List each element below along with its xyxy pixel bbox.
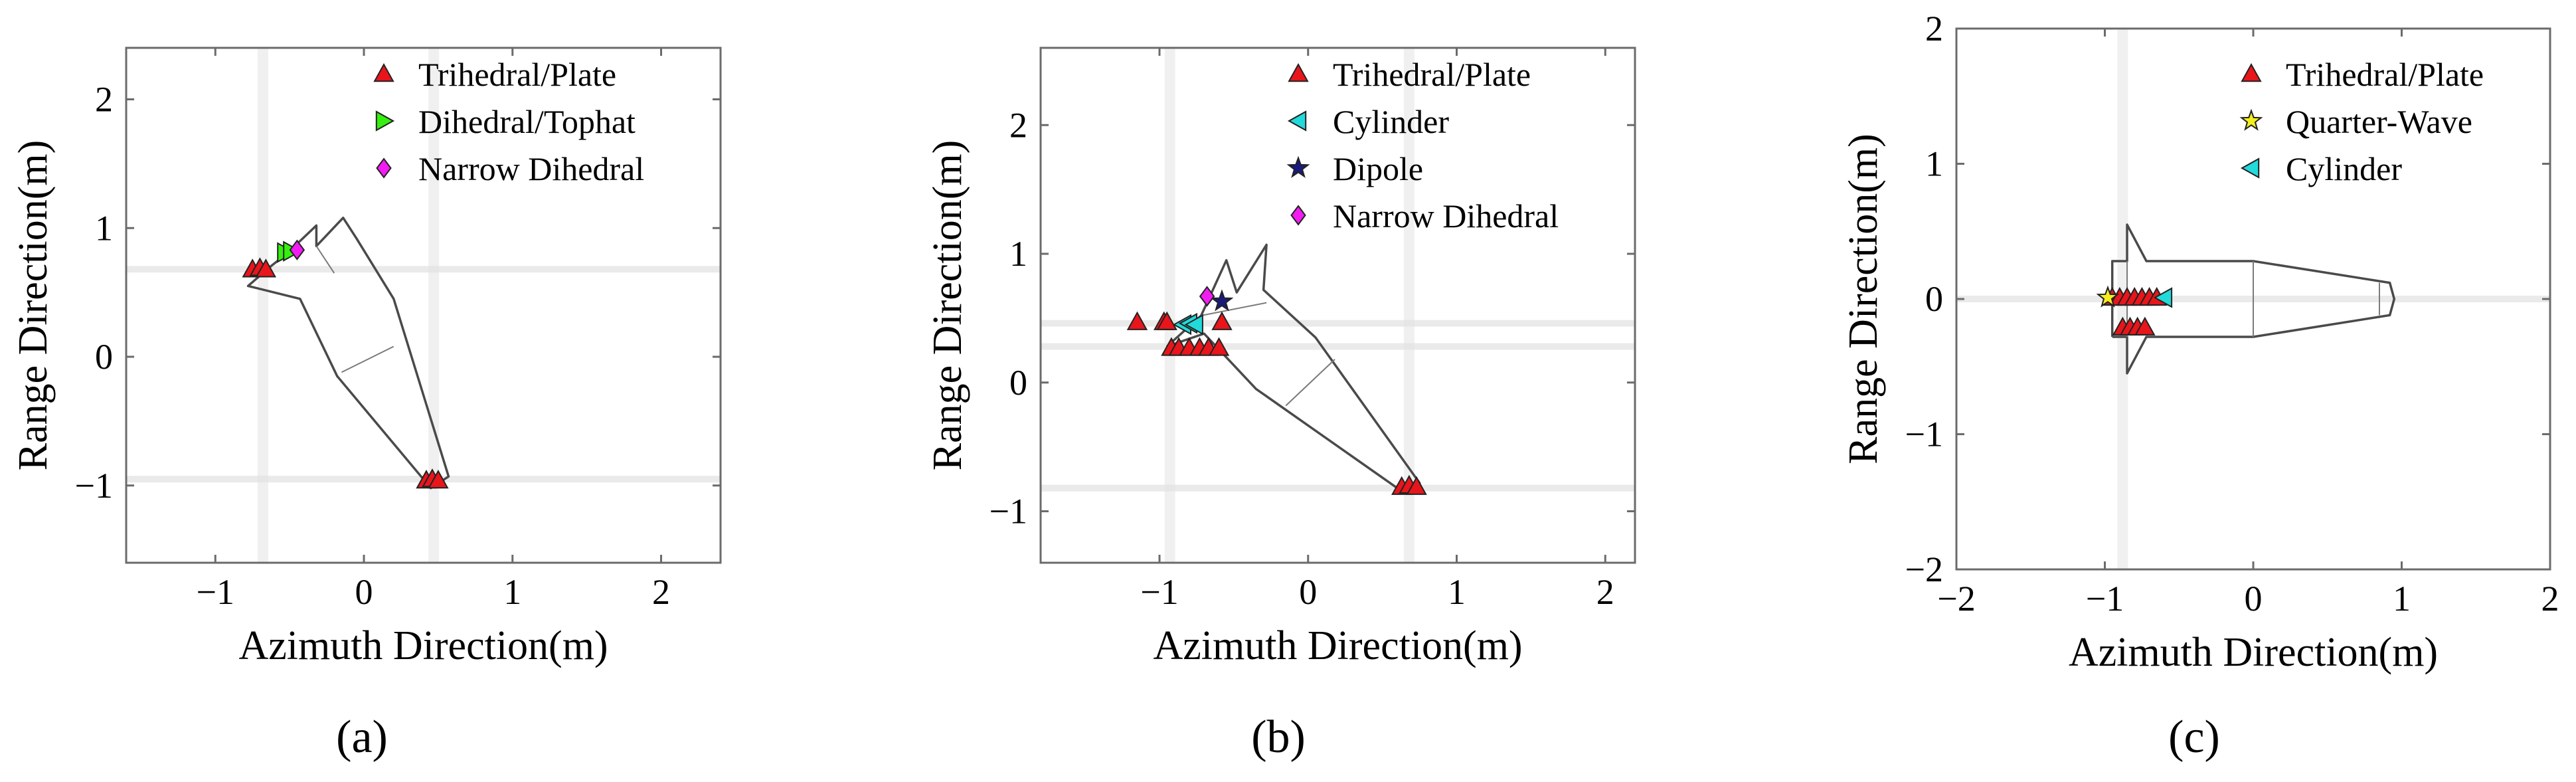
y-tick-label: 1	[95, 208, 113, 248]
x-tick-label: 2	[652, 572, 670, 612]
panel-a-chart: −1 0 1 2 −1 0 1 2 Azimuth Direction(m) Range Dire…	[11, 47, 722, 668]
x-tick-label: −1	[197, 572, 234, 612]
legend-marker	[1286, 155, 1310, 178]
panel-c-chart: −2 −1 0 1 2 −2 −1 0 1 2 Azimuth Direction(m) Range …	[1841, 9, 2559, 675]
target-outline	[246, 217, 450, 490]
x-tick-label: −1	[1140, 572, 1178, 612]
data-point	[2134, 316, 2156, 336]
data-point	[1406, 476, 1427, 495]
y-axis-label: Range Direction(m)	[11, 140, 56, 471]
panel-label-b: (b)	[1251, 712, 1306, 763]
y-tick-label: 0	[1925, 279, 1943, 319]
panel-label-c: (c)	[2168, 712, 2220, 763]
y-tick-label: 1	[1009, 234, 1027, 274]
data-point	[289, 239, 305, 260]
target-outline	[1166, 243, 1421, 490]
y-axis-label: Range Direction(m)	[925, 140, 970, 471]
series-cylinder	[2153, 287, 2173, 308]
legend-label: Trihedral/Plate	[1333, 56, 1531, 93]
data-point	[1184, 314, 1203, 336]
series-narrow-dihedral	[1199, 286, 1215, 307]
x-axis-label: Azimuth Direction(m)	[238, 623, 608, 668]
y-tick-label: 2	[1009, 105, 1027, 145]
legend-label: Cylinder	[2286, 150, 2402, 187]
y-tick-label: 2	[95, 80, 113, 120]
data-point	[1126, 311, 1148, 330]
data-point	[2096, 285, 2120, 308]
y-tick-label: 0	[95, 337, 113, 377]
legend-label: Dihedral/Tophat	[418, 103, 636, 140]
data-point	[1208, 337, 1230, 356]
target-inner-line	[315, 245, 335, 274]
x-tick-label: 1	[1448, 572, 1466, 612]
x-tick-label: 1	[503, 572, 521, 612]
legend-marker	[2239, 108, 2263, 131]
x-axis-label: Azimuth Direction(m)	[2069, 630, 2438, 675]
legend-marker	[1290, 205, 1306, 226]
data-point	[1156, 311, 1177, 330]
legend-marker	[2240, 157, 2260, 179]
legend-marker	[373, 62, 394, 82]
legend-marker	[1288, 62, 1309, 82]
panel-b-chart: −1 0 1 2 −1 0 1 2 Azimuth Direction(m) Range Dire…	[925, 47, 1636, 668]
legend-marker	[2241, 62, 2262, 82]
series-trihedral-plate	[242, 257, 449, 489]
y-tick-label: 0	[1009, 363, 1027, 403]
target-inner-line	[1201, 302, 1267, 316]
data-point	[2153, 287, 2173, 308]
axes-frame	[125, 47, 722, 564]
x-tick-label: 0	[1299, 572, 1317, 612]
y-axis-label: Range Direction(m)	[1841, 134, 1886, 464]
legend-label: Narrow Dihedral	[418, 150, 644, 187]
target-inner-line	[1285, 359, 1335, 407]
y-tick-label: −2	[1905, 549, 1943, 589]
legend-label: Cylinder	[1333, 103, 1449, 140]
legend: Trihedral/Plate Quarter-Wave Cylinder	[2239, 56, 2484, 187]
series-quarter-wave	[2096, 285, 2120, 308]
series-trihedral-plate	[1126, 311, 1427, 495]
series-dipole	[1210, 289, 1234, 312]
x-axis-label: Azimuth Direction(m)	[1153, 623, 1522, 668]
y-tick-label: −1	[75, 466, 113, 506]
legend-label: Trihedral/Plate	[418, 56, 616, 93]
target-outline	[2110, 223, 2396, 375]
x-tick-label: −2	[1937, 579, 1975, 619]
legend-label: Quarter-Wave	[2286, 103, 2472, 140]
x-tick-label: 2	[1596, 572, 1614, 612]
target-inner-line	[341, 345, 394, 373]
legend-label: Trihedral/Plate	[2286, 56, 2484, 93]
y-tick-label: 2	[1925, 9, 1943, 49]
x-tick-label: 0	[2245, 579, 2263, 619]
x-tick-label: 2	[2541, 579, 2559, 619]
data-point	[428, 469, 449, 489]
legend-marker	[376, 157, 392, 179]
legend-label: Dipole	[1333, 150, 1423, 187]
x-tick-label: 1	[2393, 579, 2411, 619]
series-cylinder	[1172, 312, 1203, 336]
series-narrow-dihedral	[289, 239, 305, 260]
data-point	[1210, 289, 1234, 312]
legend: Trihedral/Plate Cylinder Dipole Narrow Dihe…	[1286, 56, 1559, 235]
y-tick-label: −1	[1905, 415, 1943, 454]
y-tick-label: −1	[989, 492, 1027, 532]
x-tick-label: −1	[2086, 579, 2124, 619]
panel-label-a: (a)	[336, 712, 388, 763]
legend-marker	[1287, 110, 1307, 132]
data-point	[1199, 286, 1215, 307]
legend-label: Narrow Dihedral	[1333, 197, 1559, 235]
x-tick-label: 0	[355, 572, 373, 612]
y-tick-label: 1	[1925, 144, 1943, 184]
axes-frame	[1039, 47, 1636, 564]
data-point	[255, 258, 277, 278]
data-point	[1211, 311, 1233, 330]
legend-marker	[375, 110, 395, 132]
legend: Trihedral/Plate Dihedral/Tophat Narrow Dih…	[373, 56, 644, 187]
